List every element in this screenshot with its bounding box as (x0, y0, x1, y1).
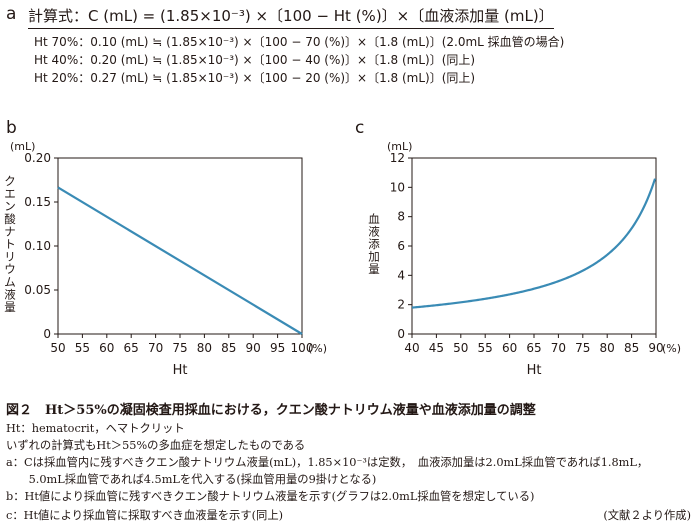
chart-b: 0 0.05 0.10 0.15 0.20 50 55 60 65 70 75 80 85 90 95 100… (4, 140, 327, 378)
x-unit-label: (%) (662, 342, 681, 355)
caption-line-5: b：Ht値により採血管に残すべきクエン酸ナトリウム液量を示す(グラフは2.0mL… (6, 490, 535, 503)
y-tick-label: 0 (43, 327, 51, 341)
x-tick-label: 80 (197, 341, 212, 355)
x-tick-label: 75 (172, 341, 187, 355)
data-line-series (57, 186, 303, 335)
example-line-ht20: Ht 20%：0.27 (mL) ≒ (1.85×10⁻³) ×〔100 − 2… (34, 71, 476, 85)
caption-line-4: 5.0mL採血管であれば4.5mLを代入する(採血管用量の9掛けとなる) (6, 473, 377, 486)
x-tick-label: 60 (502, 341, 517, 355)
x-tick-label: 70 (551, 341, 566, 355)
plot-frame (411, 157, 657, 335)
y-tick-label: 0 (397, 327, 405, 341)
panel-b-label: b (6, 118, 17, 138)
data-line-series (411, 178, 657, 309)
x-tick-label: 60 (99, 341, 114, 355)
figure-caption-title: 図２ Ht＞55%の凝固検査用採血における，クエン酸ナトリウム液量や血液添加量の… (6, 403, 536, 418)
y-tick-label: 4 (397, 268, 405, 282)
y-tick-label: 0.10 (24, 239, 51, 253)
y-tick-label: 0.05 (24, 283, 51, 297)
y-tick-label: 0.20 (24, 151, 51, 165)
y-tick-label: 0.15 (24, 195, 51, 209)
formula-heading: 計算式：C (mL) = (1.85×10⁻³) ×〔100 − Ht (%)〕… (28, 5, 554, 29)
caption-line-1: Ht：hematocrit，ヘマトクリット (6, 422, 185, 435)
caption-source: (文献２より作成) (603, 509, 691, 522)
caption-line-6: c：Ht値により採血管に採取すべき血液量を示す(同上) (6, 509, 284, 522)
x-axis-label: Ht (527, 363, 542, 378)
y-axis-label: 血液添加量 (368, 212, 380, 276)
x-tick-label: 85 (624, 341, 639, 355)
chart-c: 0 2 4 6 8 10 12 40 45 50 55 60 65 70 75 80 85 90(%) (mL) Ht… (368, 140, 681, 378)
x-tick-label: 55 (75, 341, 90, 355)
plot-frame (57, 157, 303, 335)
y-tick-label: 10 (390, 180, 405, 194)
x-tick-label: 90 (246, 341, 261, 355)
y-axis-label: クエン酸ナトリウム液量 (4, 174, 16, 314)
y-unit-label: (mL) (387, 140, 412, 153)
x-tick-label: 65 (526, 341, 541, 355)
example-line-ht70: Ht 70%：0.10 (mL) ≒ (1.85×10⁻³) ×〔100 − 7… (34, 35, 565, 49)
x-tick-label: 50 (50, 341, 65, 355)
x-tick-label: 85 (221, 341, 236, 355)
x-tick-label: 55 (478, 341, 493, 355)
panel-c-label: c (355, 118, 365, 138)
caption-line-2: いずれの計算式もHt＞55%の多血症を想定したものである (6, 439, 306, 452)
x-unit-label: (%) (308, 342, 327, 355)
x-tick-label: 50 (453, 341, 468, 355)
caption-line-3: a：Cは採血管内に残すべきクエン酸ナトリウム液量(mL)，1.85×10⁻³は定… (6, 456, 649, 469)
x-tick-label: 45 (429, 341, 444, 355)
x-tick-label: 95 (270, 341, 285, 355)
y-tick-label: 6 (397, 239, 405, 253)
example-line-ht40: Ht 40%：0.20 (mL) ≒ (1.85×10⁻³) ×〔100 − 4… (34, 53, 476, 67)
x-tick-label: 90 (648, 341, 663, 355)
section-a-label: a (6, 4, 17, 24)
x-axis-label: Ht (173, 363, 188, 378)
x-tick-label: 40 (404, 341, 419, 355)
y-tick-label: 2 (397, 298, 405, 312)
y-tick-label: 12 (390, 151, 405, 165)
y-tick-label: 8 (397, 210, 405, 224)
x-tick-label: 70 (148, 341, 163, 355)
x-tick-label: 80 (600, 341, 615, 355)
x-tick-label: 75 (575, 341, 590, 355)
x-tick-label: 65 (124, 341, 139, 355)
x-tick-label: 100 (291, 341, 314, 355)
y-unit-label: (mL) (10, 140, 35, 153)
